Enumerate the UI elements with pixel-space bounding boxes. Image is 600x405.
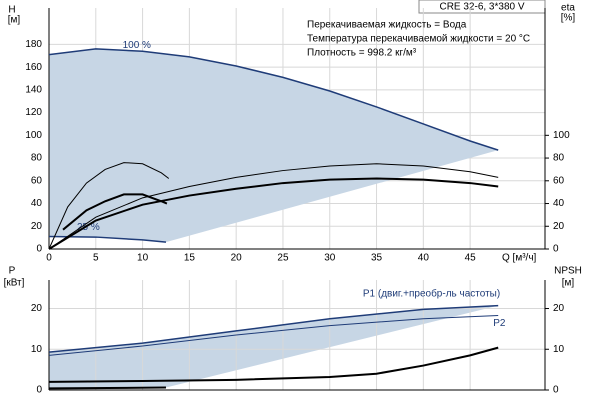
y-tick-label: 120	[25, 107, 42, 118]
x-tick-label: 40	[418, 253, 430, 264]
x-tick-label: 20	[231, 253, 243, 264]
y-tick-label: 100	[25, 130, 42, 141]
y2-axis-unit: [м]	[562, 278, 575, 289]
title-box	[418, 0, 546, 14]
y2-tick-label: 20	[553, 221, 565, 232]
y-tick-label: 80	[31, 153, 43, 164]
y2-tick-label: 20	[553, 303, 565, 314]
curve	[48, 314, 499, 356]
y-tick-label: 40	[31, 198, 43, 209]
y-tick-label: 140	[25, 84, 42, 95]
y2-tick-label: 100	[553, 130, 570, 141]
y-tick-label: 20	[31, 303, 43, 314]
y-axis-unit: [м]	[8, 15, 21, 26]
x-tick-label: 5	[93, 253, 99, 264]
curve	[48, 304, 499, 353]
x-tick-label: 0	[46, 253, 52, 264]
x-axis-label: Q [м³/ч]	[502, 253, 537, 264]
curve	[48, 386, 166, 390]
curve	[48, 346, 499, 383]
y2-axis-label: eta	[561, 3, 575, 14]
y-tick-label: 0	[36, 244, 42, 255]
y-axis-label: P	[9, 266, 16, 277]
y-tick-label: 60	[31, 175, 43, 186]
x-tick-label: 30	[324, 253, 336, 264]
y2-tick-label: 0	[553, 385, 559, 396]
x-tick-label: 10	[137, 253, 149, 264]
curve	[48, 163, 499, 250]
curve	[48, 162, 170, 250]
curve	[48, 235, 167, 243]
curve	[48, 177, 499, 250]
chart-title: CRE 32-6, 3*380 V	[439, 2, 524, 13]
y2-tick-label: 0	[553, 244, 559, 255]
annotation: Температура перекачиваемой жидкости = 20…	[307, 34, 530, 45]
x-tick-label: 35	[371, 253, 383, 264]
x-tick-label: 45	[465, 253, 477, 264]
annotation: Плотность = 998.2 кг/м³	[307, 48, 417, 59]
y2-tick-label: 60	[553, 175, 565, 186]
curve-label: 100 %	[123, 40, 151, 51]
x-tick-label: 25	[277, 253, 289, 264]
y-axis-label: H	[8, 5, 15, 16]
annotation: Перекачиваемая жидкость = Вода	[307, 20, 467, 31]
y2-axis-unit: [%]	[561, 13, 576, 24]
y-tick-label: 180	[25, 39, 42, 50]
y2-tick-label: 10	[553, 344, 565, 355]
y-tick-label: 20	[31, 221, 43, 232]
y-axis-unit: [кВт]	[4, 278, 25, 289]
y-tick-label: 160	[25, 62, 42, 73]
y2-tick-label: 40	[553, 198, 565, 209]
y-tick-label: 10	[31, 344, 43, 355]
y-tick-label: 0	[36, 385, 42, 396]
curve-label: P1 (двиг.+преобр-ль частоты)	[363, 287, 500, 299]
y2-axis-label: NPSH	[554, 266, 582, 277]
operating-region	[49, 48, 499, 243]
curve	[62, 193, 168, 231]
operating-region	[49, 305, 499, 389]
curve	[48, 48, 499, 151]
x-tick-label: 15	[184, 253, 196, 264]
curve-label: 25 %	[77, 222, 100, 233]
y2-tick-label: 80	[553, 153, 565, 164]
curve-label: P2	[493, 318, 506, 329]
